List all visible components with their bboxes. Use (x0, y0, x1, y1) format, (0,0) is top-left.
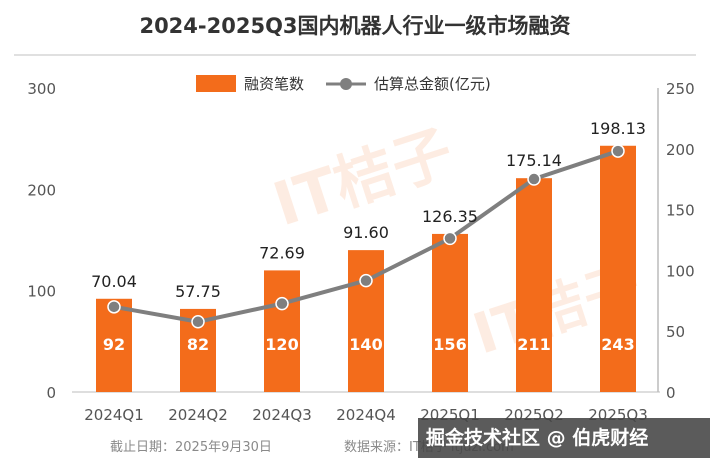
y-left-tick-label: 100 (27, 283, 56, 301)
bar-value-label: 82 (187, 335, 209, 354)
bar-value-label: 243 (601, 335, 634, 354)
line-value-label: 198.13 (590, 119, 646, 138)
y-right-tick-label: 50 (666, 323, 685, 341)
x-tick-label: 2024Q3 (252, 406, 312, 424)
x-tick-label: 2024Q2 (168, 406, 228, 424)
y-right-tick-label: 0 (666, 384, 676, 402)
legend-line-label: 估算总金额(亿元) (374, 75, 491, 93)
bar-value-label: 211 (517, 335, 550, 354)
y-right-tick-label: 250 (666, 80, 695, 98)
amount-point (359, 273, 373, 288)
watermark-text: 掘金技术社区 @ 伯虎财经 (426, 427, 649, 449)
bar (516, 178, 552, 392)
bars-group (96, 145, 636, 392)
line-value-label: 175.14 (506, 151, 562, 170)
labels-group: 92 82 120 140 156 211 243 70.04 57.75 72.69 91.60 1… (91, 119, 646, 354)
y-right-tick-label: 200 (666, 141, 695, 159)
line-value-label: 70.04 (91, 272, 137, 291)
legend: 融资笔数 估算总金额(亿元) (196, 75, 491, 93)
title-divider (14, 54, 696, 56)
y-left-tick-label: 300 (27, 80, 56, 98)
y-right-tick-label: 100 (666, 262, 695, 280)
amount-point (527, 172, 541, 186)
chart-title: 2024-2025Q3国内机器人行业一级市场融资 (139, 14, 571, 38)
watermark-band (418, 418, 710, 458)
footer-date: 截止日期：2025年9月30日 (110, 440, 272, 455)
x-tick-label: 2024Q4 (336, 406, 396, 424)
bar-value-label: 92 (103, 335, 125, 354)
amount-point (443, 231, 457, 246)
bar (348, 250, 384, 392)
amount-point (611, 144, 625, 158)
line-value-label: 57.75 (175, 282, 221, 301)
bar-value-label: 120 (265, 335, 298, 354)
y-left-tick-label: 0 (46, 384, 56, 402)
bar (600, 145, 636, 392)
bar-value-label: 140 (349, 335, 382, 354)
legend-line-marker (340, 78, 352, 90)
y-left-tick-label: 200 (27, 181, 56, 199)
legend-bar-swatch (196, 75, 236, 92)
amount-point (107, 300, 121, 314)
line-value-label: 126.35 (422, 207, 478, 226)
bar (264, 270, 300, 392)
line-group (107, 144, 625, 329)
legend-bar-label: 融资笔数 (244, 75, 304, 93)
line-value-label: 72.69 (259, 243, 305, 262)
y-right-tick-label: 150 (666, 202, 695, 220)
bar (96, 298, 132, 392)
line-value-label: 91.60 (343, 223, 389, 242)
bar-value-label: 156 (433, 335, 466, 354)
x-tick-label: 2024Q1 (84, 406, 144, 424)
amount-point (275, 296, 289, 311)
bar (432, 233, 468, 392)
amount-point (191, 315, 205, 329)
